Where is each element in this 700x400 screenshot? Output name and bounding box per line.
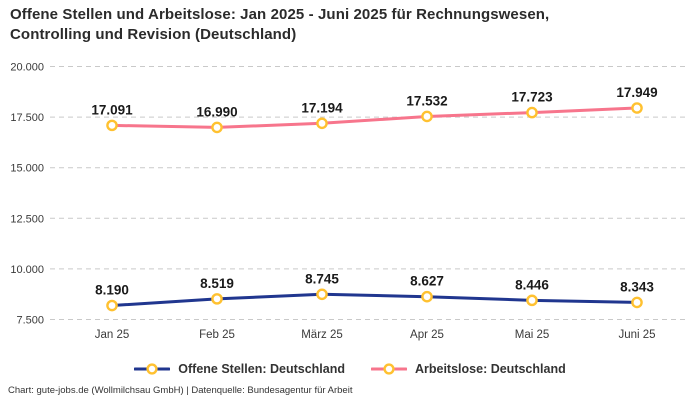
chart-legend: Offene Stellen: Deutschland Arbeitslose:…	[0, 362, 700, 376]
data-point-marker	[211, 293, 223, 305]
data-point-label: 8.519	[200, 276, 234, 291]
data-point-marker	[316, 117, 328, 130]
x-axis-tick-label: Mai 25	[515, 329, 550, 341]
series-line	[110, 106, 639, 129]
data-point-label: 17.091	[91, 102, 133, 117]
data-point-marker	[421, 110, 433, 123]
x-axis-tick-label: Juni 25	[618, 329, 655, 341]
data-point-label: 8.343	[620, 279, 654, 294]
data-point-marker	[421, 290, 433, 303]
chart-title: Offene Stellen und Arbeitslose: Jan 2025…	[10, 5, 549, 44]
x-axis-tick-label: Jan 25	[95, 329, 130, 341]
data-point-label: 17.532	[406, 93, 447, 108]
y-axis-tick-label: 10.000	[10, 264, 44, 276]
data-point-marker	[631, 102, 643, 114]
chart-title-line-1: Offene Stellen und Arbeitslose: Jan 2025…	[10, 6, 550, 23]
x-axis-tick-label: Apr 25	[410, 329, 444, 341]
legend-label-arbeitslose: Arbeitslose: Deutschland	[414, 362, 566, 376]
legend-item-offene-stellen: Offene Stellen: Deutschland	[134, 362, 345, 376]
y-axis-tick-label: 20.000	[10, 62, 44, 74]
data-point-label: 17.194	[301, 100, 343, 115]
y-axis-tick-label: 7.500	[16, 315, 44, 327]
data-point-label: 8.745	[305, 271, 339, 286]
data-point-marker	[631, 296, 643, 309]
data-point-label: 8.190	[95, 283, 129, 298]
y-axis-tick-label: 17.500	[10, 112, 44, 124]
x-axis-tick-label: März 25	[301, 329, 343, 341]
data-point-marker	[106, 299, 118, 312]
data-point-marker	[211, 121, 223, 134]
series-line	[110, 292, 639, 308]
data-point-marker	[106, 119, 118, 132]
legend-label-offene-stellen: Offene Stellen: Deutschland	[178, 362, 345, 376]
legend-item-arbeitslose: Arbeitslose: Deutschland	[370, 362, 566, 376]
data-point-label: 16.990	[196, 104, 237, 119]
data-point-label: 17.949	[616, 85, 657, 100]
data-point-label: 17.723	[511, 90, 553, 105]
data-point-marker	[526, 294, 538, 307]
data-point-marker	[526, 106, 538, 119]
data-point-label: 8.627	[410, 274, 444, 289]
y-axis-tick-label: 12.500	[10, 213, 44, 225]
x-axis-tick-label: Feb 25	[199, 329, 235, 341]
legend-line-marker-icon	[370, 363, 407, 375]
y-axis-tick-label: 15.000	[10, 163, 44, 175]
data-point-marker	[316, 288, 328, 301]
chart-source-credit: Chart: gute-jobs.de (Wollmilchsau GmbH) …	[8, 385, 353, 396]
legend-line-marker-icon	[134, 363, 171, 375]
chart-title-line-2: Controlling und Revision (Deutschland)	[10, 25, 297, 43]
data-point-label: 8.446	[515, 277, 549, 292]
line-chart-plot: 20.000 17.500 15.000 12.500 10.000 7.500 Jan 2…	[10, 62, 688, 341]
